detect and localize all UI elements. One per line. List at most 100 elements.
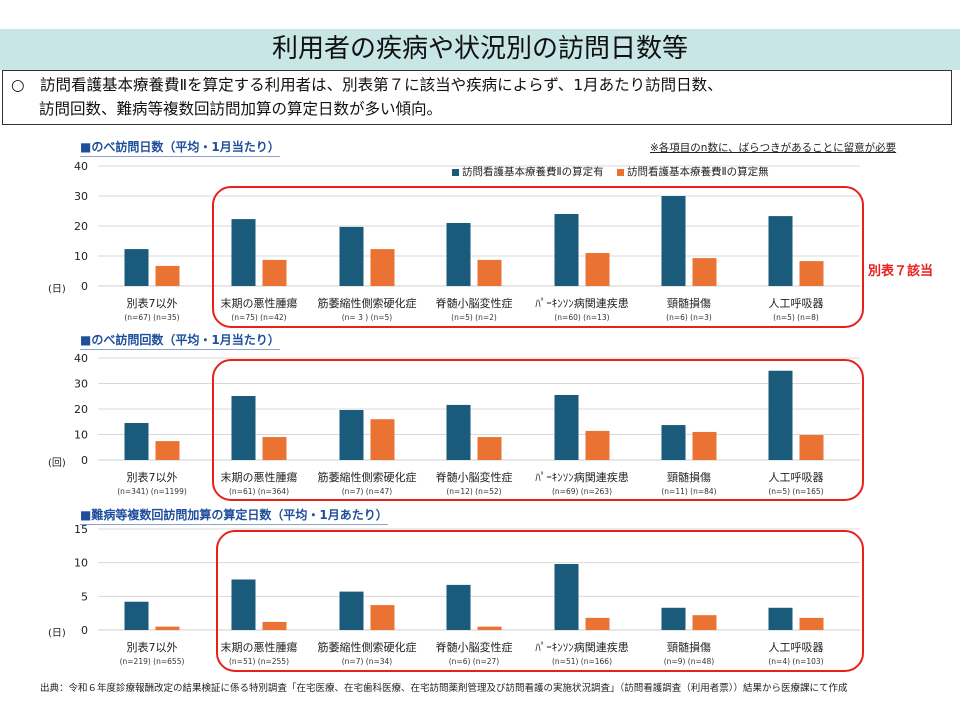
chart2-bar-without [799,435,824,460]
chart1-bar-with [124,249,149,286]
chart2-n-label: (n=61) (n=364) [229,487,289,496]
chart1-bar-with [446,223,471,286]
chart2-bar-without [477,437,502,460]
chart1-ytick-label: 30 [74,190,88,203]
legend-label-with: 訪問看護基本療養費Ⅱの算定有 [462,166,604,178]
chart1-n-label: (n=75) (n=42) [231,313,286,322]
chart3-n-label: (n=4) (n=103) [768,657,823,666]
chart3-category-label: ﾊﾟｰｷﾝｿﾝ病関連疾患 [535,640,629,654]
chart1-ytick-label: 40 [74,160,88,173]
chart1-bar-without [585,253,610,286]
chart3-unit-label: (日) [48,628,66,639]
summary-line-1: ○ 訪問看護基本療養費Ⅱを算定する利用者は、別表第７に該当や疾病によらず、1月あ… [11,76,723,94]
chart3-bar-without [155,626,180,630]
chart1-ytick-label: 0 [81,280,88,293]
legend-item-without: 訪問看護基本療養費Ⅱの算定無 [617,166,769,178]
chart1-bar-with [768,216,793,286]
chart3-ytick-label: 15 [74,523,88,536]
chart2-n-label: (n=5) (n=165) [768,487,823,496]
chart2-n-label: (n=7) (n=47) [342,487,393,496]
chart1-bar-without [370,249,395,286]
chart2-category-label: 末期の悪性腫瘍 [221,470,298,484]
chart2-ytick-label: 10 [74,429,88,442]
chart1-n-label: (n=67) (n=35) [124,313,179,322]
chart2-category-label: ﾊﾟｰｷﾝｿﾝ病関連疾患 [535,470,629,484]
chart2-bar-with [446,404,471,460]
chart3-bar-with [124,601,149,630]
chart2-bar-with [231,395,256,460]
chart1-category-label: 人工呼吸器 [769,297,824,310]
chart1-n-label: (n=5) (n=8) [773,313,819,322]
chart2-category-label: 筋萎縮性側索硬化症 [318,470,417,484]
chart1-category-label: 筋萎縮性側索硬化症 [318,296,417,310]
chart2-n-label: (n=12) (n=52) [446,487,501,496]
chart2-n-label: (n=341) (n=1199) [117,487,187,496]
chart2-category-label: 脊髄小脳変性症 [436,470,513,484]
chart3-ytick-label: 5 [81,590,88,603]
chart3-n-label: (n=219) (n=655) [120,657,185,666]
chart1-category-label: 脊髄小脳変性症 [436,296,513,310]
chart1-category-label: 別表7以外 [127,296,178,310]
chart1-highlight-box [212,186,864,328]
legend-label-without: 訪問看護基本療養費Ⅱの算定無 [627,166,769,178]
legend-item-with: 訪問看護基本療養費Ⅱの算定有 [452,166,607,178]
chart1-n-label: (n=5) (n=2) [451,313,497,322]
chart1-category-label: ﾊﾟｰｷﾝｿﾝ病関連疾患 [535,296,629,310]
chart1-n-label: (n= 3 ) (n=5) [342,313,393,322]
chart3-n-label: (n=6) (n=27) [449,657,500,666]
chart1-unit-label: (日) [48,284,66,295]
chart3-category-label: 筋萎縮性側索硬化症 [318,640,417,654]
chart2-n-label: (n=11) (n=84) [661,487,716,496]
chart3-ytick-label: 10 [74,557,88,570]
chart1-n-label: (n=60) (n=13) [554,313,609,322]
chart3-bar-with [768,607,793,630]
chart2-highlight-box [212,359,864,501]
chart3-title: ■難病等複数回訪問加算の算定日数（平均・1月あたり） [80,506,388,525]
chart1-bar-with [661,196,686,286]
chart2-ytick-label: 20 [74,403,88,416]
chart3-bar-with [446,584,471,630]
chart1-bar-without [692,258,717,286]
chart2-unit-label: (回) [48,457,66,469]
page-title: 利用者の疾病や状況別の訪問日数等 [0,29,960,70]
chart2-bar-with [339,410,364,460]
chart2-ytick-label: 40 [74,352,88,365]
chart3-bar-without [585,617,610,630]
chart2-category-label: 頸髄損傷 [667,470,711,484]
chart3-category-label: 頸髄損傷 [667,640,711,654]
chart1-n-label: (n=6) (n=3) [666,313,712,322]
chart1-bar-without [262,259,287,286]
chart2-bar-with [661,425,686,460]
chart2-category-label: 別表7以外 [127,470,178,484]
chart1-bar-without [477,259,502,286]
chart1-bar-with [554,214,579,286]
chart2-ytick-label: 30 [74,378,88,391]
chart1-bar-with [339,226,364,286]
chart2-bar-with [124,423,149,460]
chart3-bar-with [231,579,256,630]
chart1-bar-with [231,219,256,286]
chart3-bar-without [477,626,502,630]
chart3-highlight-box [216,530,864,672]
chart3-bar-without [799,617,824,630]
summary-line-2: 訪問回数、難病等複数回訪問加算の算定日数が多い傾向。 [39,100,443,118]
chart2-ytick-label: 0 [81,454,88,467]
chart2-category-label: 人工呼吸器 [769,471,824,484]
chart3-n-label: (n=51) (n=166) [552,657,612,666]
chart1-title: ■のべ訪問日数（平均・1月当たり） [80,138,280,157]
summary-box: ○ 訪問看護基本療養費Ⅱを算定する利用者は、別表第７に該当や疾病によらず、1月あ… [2,70,952,125]
chart3-category-label: 別表7以外 [127,640,178,654]
chart1-bar-without [799,261,824,286]
chart1-category-label: 末期の悪性腫瘍 [221,296,298,310]
chart1-bar-without [155,265,180,286]
chart3-bar-with [661,607,686,630]
chart3-bar-with [554,564,579,630]
chart2-bar-without [155,441,180,460]
chart3-ytick-label: 0 [81,624,88,637]
chart3-category-label: 脊髄小脳変性症 [436,640,513,654]
chart2-bar-with [768,370,793,460]
chart3-category-label: 人工呼吸器 [769,641,824,654]
chart2-title: ■のべ訪問回数（平均・1月当たり） [80,331,280,350]
note-text: ※各項目のn数に、ばらつきがあることに留意が必要 [650,142,897,154]
